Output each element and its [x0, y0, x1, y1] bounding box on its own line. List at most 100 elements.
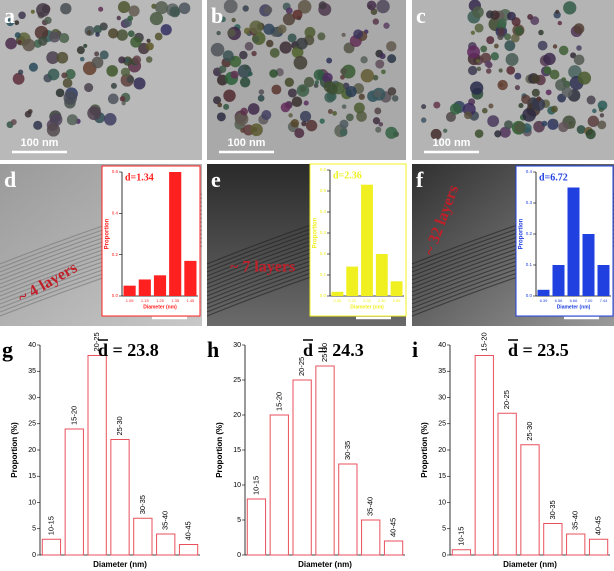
- x-tick-label: 2.05: [334, 298, 343, 303]
- bar: [520, 444, 540, 556]
- particle: [60, 3, 72, 15]
- x-axis-title: Diameter (nm): [143, 304, 177, 310]
- bar: [451, 549, 472, 556]
- y-tick-label: 40: [28, 342, 36, 349]
- x-tick-label: 40-45: [594, 516, 603, 535]
- particle: [128, 5, 140, 17]
- particle: [277, 24, 287, 34]
- particle: [98, 6, 104, 12]
- x-tick-label: 25-30: [525, 422, 534, 441]
- particle: [449, 103, 462, 115]
- bar: [292, 379, 312, 556]
- y-tick-label: 15: [233, 447, 241, 454]
- particle: [537, 40, 548, 51]
- y-tick-label: 15: [438, 473, 446, 480]
- bar: [474, 355, 494, 556]
- x-tick-label: 6.39: [540, 298, 549, 303]
- particle: [353, 102, 365, 114]
- particle: [99, 50, 109, 60]
- particle: [522, 108, 537, 122]
- particle: [558, 45, 569, 56]
- particle: [514, 72, 522, 80]
- particle: [240, 107, 249, 116]
- particle: [445, 111, 456, 122]
- particle: [108, 28, 119, 39]
- particle: [592, 108, 597, 114]
- particle: [576, 125, 586, 134]
- particle: [239, 77, 251, 88]
- x-tick-label: 35-40: [366, 497, 375, 516]
- particle: [510, 33, 520, 43]
- particle: [514, 84, 521, 91]
- particle: [498, 68, 503, 73]
- x-tick-label: 10-15: [46, 516, 55, 535]
- bar: [552, 265, 565, 296]
- particle: [145, 56, 153, 63]
- x-tick-label: 25-30: [320, 343, 329, 362]
- particle: [87, 106, 102, 121]
- particle: [106, 65, 118, 77]
- particle: [127, 30, 135, 38]
- particle: [387, 54, 397, 64]
- bar: [597, 265, 610, 296]
- particle: [223, 89, 236, 102]
- particle: [5, 37, 17, 50]
- x-tick-label: 1.25: [156, 298, 165, 303]
- y-tick-label: 40: [438, 342, 446, 349]
- particle: [216, 30, 221, 36]
- mean-label: d=2.36: [333, 170, 362, 181]
- y-tick-label: 0.4: [320, 209, 327, 214]
- particle: [313, 83, 319, 88]
- panel-label: h: [207, 337, 219, 362]
- x-tick-label: 20-25: [297, 357, 306, 376]
- particle: [303, 100, 309, 106]
- particle: [127, 15, 134, 22]
- panel-label: b: [211, 3, 223, 28]
- particle: [391, 95, 399, 102]
- particle: [218, 65, 227, 74]
- x-tick-label: 20-25: [502, 390, 511, 409]
- particle: [34, 25, 49, 40]
- particle: [243, 27, 251, 35]
- particle: [531, 74, 541, 84]
- x-tick-label: 15-20: [69, 406, 78, 425]
- particle: [124, 58, 130, 63]
- particle: [251, 50, 257, 57]
- bar: [543, 523, 563, 556]
- y-tick-label: 0.1: [320, 272, 327, 277]
- particle: [220, 16, 226, 23]
- particle: [332, 111, 337, 116]
- y-axis-title: Proportion: [105, 218, 111, 249]
- particle: [576, 45, 582, 51]
- bar: [110, 439, 130, 556]
- particle: [214, 70, 220, 76]
- particle: [387, 87, 397, 96]
- scale-bar-label: 100 nm: [433, 137, 471, 149]
- particle: [291, 96, 303, 107]
- particle: [18, 11, 26, 20]
- y-tick-label: 0.5: [320, 188, 327, 193]
- particle: [28, 62, 38, 72]
- bar: [87, 355, 107, 556]
- particle: [378, 121, 384, 127]
- particle: [433, 101, 441, 109]
- bar: [383, 540, 404, 556]
- panel-label: c: [416, 3, 426, 28]
- particle: [587, 115, 600, 128]
- x-tick-label: 1.35: [171, 298, 180, 303]
- particle: [585, 128, 596, 140]
- particle: [213, 96, 222, 105]
- particle: [356, 111, 367, 122]
- particle: [541, 120, 548, 127]
- particle: [210, 42, 225, 57]
- bar: [269, 414, 289, 556]
- particle: [358, 93, 365, 100]
- y-tick-label: 15: [28, 473, 36, 480]
- particle: [326, 57, 333, 64]
- particle: [304, 26, 316, 38]
- particle: [257, 94, 265, 102]
- particle: [486, 36, 495, 45]
- x-tick-label: 30-35: [138, 495, 147, 514]
- particle: [297, 0, 312, 14]
- particle: [558, 121, 569, 133]
